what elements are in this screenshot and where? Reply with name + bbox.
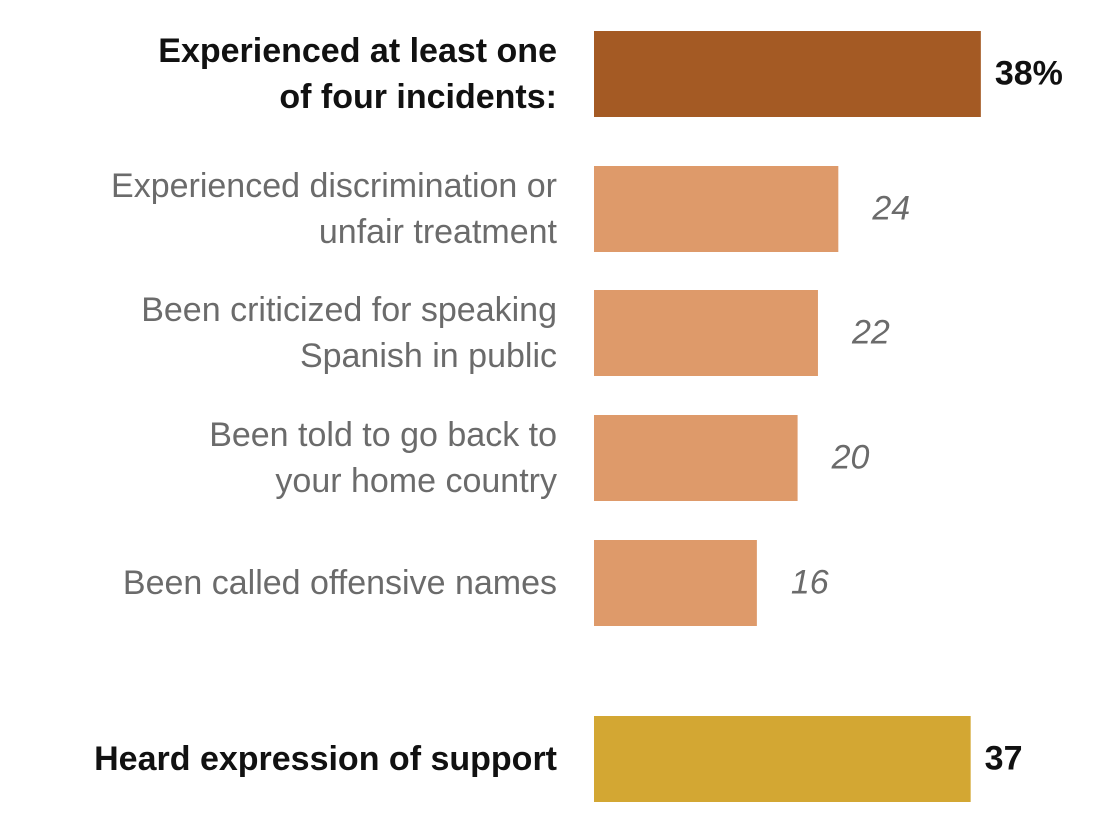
- value-label: 16: [790, 563, 829, 602]
- category-label: Heard expression of support: [94, 740, 557, 778]
- category-label: Experienced at least one of four inciden…: [158, 32, 557, 116]
- bar: [594, 415, 798, 501]
- category-label: Been called offensive names: [122, 564, 557, 602]
- category-label: Experienced discrimination or unfair tre…: [111, 167, 557, 251]
- bar: [594, 290, 818, 376]
- value-label: 22: [851, 313, 890, 352]
- value-label: 24: [872, 189, 911, 228]
- category-label: Been criticized for speaking Spanish in …: [141, 291, 557, 375]
- category-label: Been told to go back to your home countr…: [209, 416, 557, 500]
- bar: [594, 31, 981, 117]
- value-label: 20: [831, 438, 870, 477]
- value-label: 37: [984, 739, 1023, 778]
- value-label: 38%: [994, 54, 1063, 93]
- bar: [594, 166, 839, 252]
- bar: [594, 716, 971, 802]
- bar: [594, 540, 757, 626]
